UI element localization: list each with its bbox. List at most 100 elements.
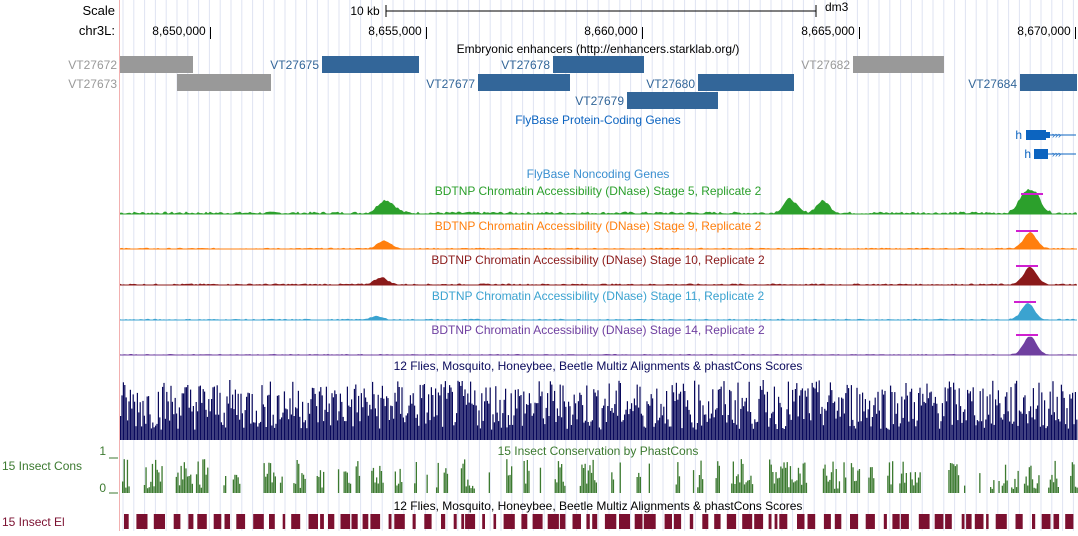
enhancer-feature[interactable]: VT27677	[426, 74, 570, 91]
gene-exon[interactable]	[1026, 130, 1046, 140]
multiz-bar	[197, 411, 199, 440]
gene-feature[interactable]: h ›››	[1024, 147, 1076, 161]
multiz-bar	[135, 426, 137, 440]
multiz-bar	[867, 409, 869, 440]
dnase-signal-track[interactable]	[120, 334, 1077, 356]
multiz-bar	[901, 396, 903, 440]
enhancer-block[interactable]	[698, 74, 794, 91]
enhancer-feature[interactable]: VT27672	[68, 56, 193, 73]
enhancer-feature[interactable]: VT27684	[968, 74, 1077, 91]
insect-cons-bar	[718, 465, 720, 493]
multiz-bar	[986, 396, 988, 440]
enhancer-block[interactable]	[853, 56, 944, 73]
multiz-bar	[541, 391, 543, 440]
multiz-bar	[243, 427, 245, 440]
insect-cons-bar	[186, 476, 189, 493]
multiz-bar	[775, 424, 777, 440]
enhancer-label[interactable]: VT27675	[270, 58, 319, 72]
enhancer-feature[interactable]: VT27675	[270, 56, 419, 73]
gene-label[interactable]: h	[1015, 128, 1022, 142]
enhancer-label[interactable]: VT27682	[801, 58, 850, 72]
enhancer-feature[interactable]: VT27680	[646, 74, 794, 91]
enhancer-feature[interactable]: VT27673	[68, 74, 271, 91]
insect-element-block	[1041, 514, 1051, 529]
enhancer-label[interactable]: VT27678	[501, 58, 550, 72]
genes-track[interactable]: h ››› h ›››	[1015, 128, 1076, 161]
multiz-bar	[183, 393, 185, 440]
insect-cons-bar	[1051, 474, 1053, 493]
multiz-bar	[600, 429, 602, 440]
dnase-signal-track[interactable]	[120, 188, 1077, 215]
enhancer-block[interactable]	[553, 56, 644, 73]
enhancer-label[interactable]: VT27684	[968, 77, 1017, 91]
multiz-bar	[615, 390, 617, 440]
multiz-bar	[688, 409, 690, 440]
multiz-bar	[645, 427, 647, 440]
enhancer-feature[interactable]: VT27678	[501, 56, 644, 73]
dnase-clipped-marker	[1021, 193, 1043, 195]
insect-cons-bar	[794, 481, 796, 493]
insect-element-block	[424, 514, 432, 529]
multiz-bar	[139, 402, 141, 440]
multiz-bar	[341, 401, 343, 440]
insect-cons-bar	[1017, 470, 1019, 493]
dnase-signal-track[interactable]	[120, 230, 1077, 250]
enhancers-track[interactable]: VT27672 VT27673 VT27675 VT27677 VT27678 …	[68, 56, 1077, 109]
gene-label[interactable]: h	[1024, 147, 1031, 161]
multiz-bar	[717, 389, 719, 440]
enhancer-label[interactable]: VT27679	[575, 94, 624, 108]
enhancer-label[interactable]: VT27677	[426, 77, 475, 91]
insect-cons-side-label[interactable]: 15 Insect Cons	[2, 459, 82, 473]
multiz-bar	[905, 383, 907, 440]
multiz-bar	[443, 387, 445, 440]
multiz-bar	[472, 404, 474, 440]
gene-exon[interactable]	[1034, 149, 1048, 159]
multiz-bar	[311, 387, 313, 440]
dnase-signal-track[interactable]	[120, 265, 1077, 286]
enhancer-block[interactable]	[120, 56, 193, 73]
multiz-bar	[1059, 421, 1061, 440]
multiz-bar	[794, 389, 796, 440]
multiz-bar	[778, 396, 780, 440]
multiz-bar	[664, 423, 666, 440]
insect-cons-bar	[161, 466, 163, 493]
multiz-bar	[614, 404, 616, 440]
enhancer-block[interactable]	[322, 56, 419, 73]
insect-cons-bar	[178, 485, 181, 493]
ruler-ticks: 8,650,000 8,655,000 8,660,000 8,665,000 …	[152, 24, 1076, 39]
enhancer-block[interactable]	[177, 74, 271, 91]
insect-cons-bar	[1033, 487, 1035, 493]
insect-el-side-label[interactable]: 15 Insect El	[2, 515, 65, 529]
enhancer-feature[interactable]: VT27679	[575, 92, 718, 109]
insect-cons-bar	[235, 474, 238, 493]
enhancer-block[interactable]	[1020, 74, 1077, 91]
multiz-bar	[233, 409, 235, 440]
dnase-signal-track[interactable]	[120, 301, 1077, 321]
enhancer-feature[interactable]: VT27682	[801, 56, 944, 73]
insect-cons-bar	[1006, 480, 1008, 493]
multiz-bar	[507, 415, 509, 440]
insect-cons-bar	[468, 485, 471, 493]
insect-cons-bar	[783, 462, 785, 493]
multiz-bar	[1069, 394, 1071, 440]
insect-el-elements-track[interactable]	[124, 514, 1074, 529]
multiz-bar	[934, 396, 936, 440]
multiz-bar	[628, 414, 630, 440]
enhancer-label[interactable]: VT27672	[68, 58, 117, 72]
multiz-bar	[657, 420, 659, 440]
multiz-bar	[726, 422, 728, 440]
insect-cons-signal-track[interactable]	[122, 459, 1078, 494]
enhancer-label[interactable]: VT27673	[68, 77, 117, 91]
insect-cons-bar	[788, 487, 790, 493]
insect-element-block	[592, 514, 598, 529]
multiz-bar	[251, 394, 253, 440]
enhancer-label[interactable]: VT27680	[646, 77, 695, 91]
enhancer-block[interactable]	[478, 74, 570, 91]
multiz-bar	[685, 406, 687, 440]
insect-cons-bar	[1071, 462, 1073, 493]
gene-feature[interactable]: h ›››	[1015, 128, 1076, 142]
enhancer-block[interactable]	[627, 92, 718, 109]
multiz-signal-track[interactable]	[120, 380, 1078, 440]
